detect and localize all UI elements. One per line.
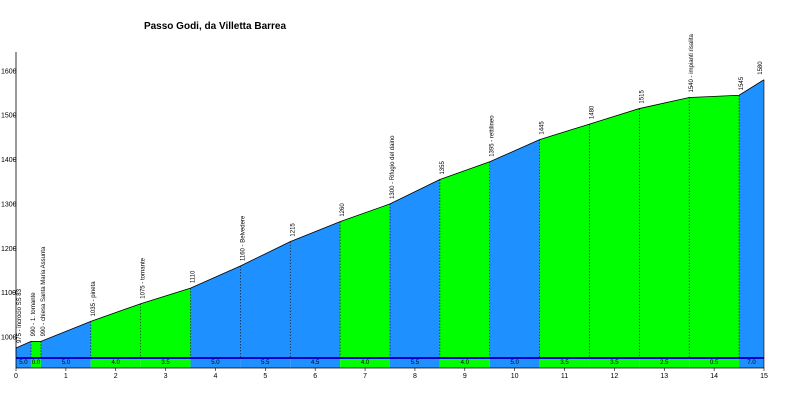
elevation-annotations: 975 - incrocio SS 83 990 - 1. tornante 990… — [17, 33, 764, 343]
segment-fill — [390, 179, 440, 368]
segment-fill — [30, 341, 41, 368]
grade-label: 4.0 — [361, 360, 370, 366]
grade-label: 7.0 — [747, 360, 756, 366]
y-tick-label: 1200 — [1, 246, 17, 253]
elevation-annotation: 1445 — [540, 121, 546, 135]
segment-fill — [190, 266, 241, 368]
grade-strip: 5.0 0.0 5.0 4.0 3.5 5.0 5.5 4.5 4.0 5.5 4.0 5.0 3.5 3… — [16, 357, 764, 366]
elevation-annotation: 1075 - tornante — [141, 257, 147, 298]
profile-outline — [15, 79, 765, 368]
grade-label: 5.5 — [411, 360, 420, 366]
elevation-annotation: 1110 — [191, 270, 197, 283]
x-tick-label: 9 — [463, 373, 467, 380]
x-tick-label: 11 — [561, 373, 568, 380]
x-tick-label: 1 — [64, 373, 68, 380]
grade-strip-bar — [16, 357, 764, 359]
grade-label: 2.5 — [660, 360, 669, 366]
grade-label: 0.0 — [32, 360, 41, 366]
elevation-annotation: 975 - incrocio SS 83 — [17, 288, 23, 343]
x-tick-label: 0 — [14, 373, 18, 380]
elevation-annotation: 1300 - Rifugio del daino — [390, 135, 396, 199]
grade-label: 5.5 — [261, 360, 270, 366]
elevation-annotation: 1035 - pineta — [91, 281, 97, 317]
x-tick-label: 10 — [511, 373, 519, 380]
segment-fill — [589, 108, 640, 368]
segment-fill — [240, 241, 291, 368]
elevation-annotation: 1215 — [290, 223, 296, 237]
segment-fill — [689, 95, 740, 369]
y-tick-label: 1500 — [1, 113, 17, 120]
grade-label: 4.5 — [311, 360, 320, 366]
grade-label: 5.0 — [62, 360, 71, 366]
segment-fill — [489, 139, 540, 368]
segment-fill — [290, 221, 341, 368]
x-tick-label: 3 — [164, 373, 168, 380]
axes: 0 1 2 3 4 5 6 7 8 9 10 11 12 13 14 15100011001200130014… — [1, 52, 768, 380]
grade-label: 4.0 — [112, 360, 121, 366]
grade-label: 3.5 — [610, 360, 619, 366]
elevation-annotation: 1580 — [758, 61, 764, 75]
grade-label: 5.0 — [19, 360, 28, 366]
y-tick-label: 1100 — [1, 290, 16, 297]
grade-label: 0.5 — [710, 360, 719, 366]
grade-label: 4.0 — [461, 360, 470, 366]
grade-label: 3.5 — [560, 360, 569, 366]
elevation-annotation: 1355 — [440, 161, 446, 175]
elevation-annotation: 1395 - rettilineo — [490, 115, 496, 157]
segment-fill — [340, 203, 390, 368]
segment-fill — [90, 303, 141, 368]
segment-fills — [16, 79, 764, 369]
profile-line — [15, 79, 765, 349]
y-tick-label: 1000 — [1, 334, 17, 341]
x-tick-label: 4 — [214, 373, 218, 380]
elevation-annotation: 1260 — [340, 203, 346, 217]
x-tick-label: 6 — [313, 373, 317, 380]
y-tick-label: 1600 — [1, 68, 17, 75]
elevation-annotation: 1540 - impianti risalita — [689, 33, 695, 92]
segment-fill — [140, 288, 191, 368]
x-tick-label: 12 — [611, 373, 619, 380]
segment-fill — [639, 97, 690, 368]
grade-label: 3.5 — [161, 360, 170, 366]
x-tick-label: 8 — [413, 373, 417, 380]
x-tick-label: 5 — [263, 373, 267, 380]
x-tick-label: 14 — [710, 373, 718, 380]
elevation-annotation: 1515 — [639, 90, 645, 104]
segment-fill — [439, 161, 490, 368]
x-tick-label: 13 — [660, 373, 668, 380]
elevation-annotation: 990 - 1. tornante — [31, 292, 37, 337]
chart-title: Passo Godi, da Villetta Barrea — [144, 21, 287, 32]
elevation-annotation: 1160 - Belvedere — [240, 215, 246, 261]
elevation-annotation: 1545 — [739, 76, 745, 90]
x-tick-label: 2 — [114, 373, 118, 380]
segment-fill — [739, 79, 764, 368]
grade-label: 5.0 — [510, 360, 519, 366]
y-tick-label: 1400 — [1, 157, 17, 164]
grade-label: 5.0 — [211, 360, 220, 366]
y-tick-label: 1300 — [1, 201, 17, 208]
x-tick-label: 15 — [760, 373, 768, 380]
elevation-annotation: 990 - chiesa Santa Maria Assunta — [41, 246, 47, 336]
segment-dividers — [15, 95, 740, 357]
x-tick-label: 7 — [363, 373, 367, 380]
segment-fill — [16, 341, 31, 368]
elevation-annotation: 1480 — [589, 105, 595, 119]
segment-fill — [40, 321, 91, 368]
segment-fill — [539, 124, 590, 368]
